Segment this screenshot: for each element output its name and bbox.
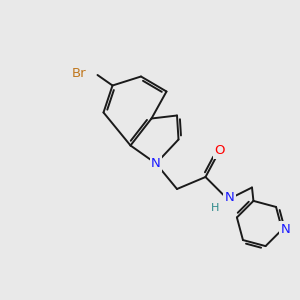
Text: O: O <box>215 144 225 158</box>
Text: H: H <box>211 203 220 213</box>
Text: Br: Br <box>72 67 87 80</box>
Text: N: N <box>225 190 234 204</box>
Text: N: N <box>151 157 161 170</box>
Text: N: N <box>281 223 291 236</box>
